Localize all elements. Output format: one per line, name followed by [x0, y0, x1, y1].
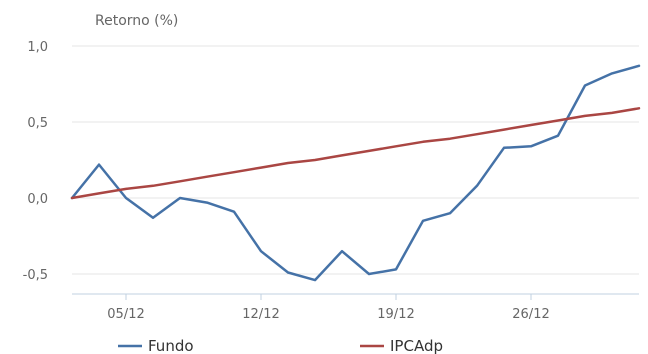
x-tick-label: 05/12 — [107, 307, 144, 322]
y-axis-ticks: 1,0 0,5 0,0 -0,5 — [23, 40, 48, 283]
y-tick-label: 1,0 — [27, 40, 48, 55]
y-tick-label: -0,5 — [23, 268, 48, 283]
legend[interactable]: Fundo IPCAdp — [118, 337, 443, 354]
series-line-fundo — [70, 64, 641, 282]
legend-label: Fundo — [148, 337, 194, 354]
x-tick-label: 26/12 — [512, 307, 549, 322]
y-axis-title: Retorno (%) — [95, 13, 178, 29]
legend-item-fundo[interactable]: Fundo — [118, 337, 194, 354]
series-lines — [70, 64, 641, 282]
x-tick-label: 19/12 — [377, 307, 414, 322]
x-tick-label: 12/12 — [242, 307, 279, 322]
legend-item-ipcadp[interactable]: IPCAdp — [360, 337, 443, 354]
legend-label: IPCAdp — [390, 337, 443, 354]
grid-lines — [72, 45, 639, 295]
y-tick-label: 0,5 — [27, 116, 48, 131]
series-line-ipcadp — [70, 107, 641, 200]
y-tick-label: 0,0 — [27, 192, 48, 207]
x-axis-ticks: 05/12 12/12 19/12 26/12 — [107, 294, 550, 322]
